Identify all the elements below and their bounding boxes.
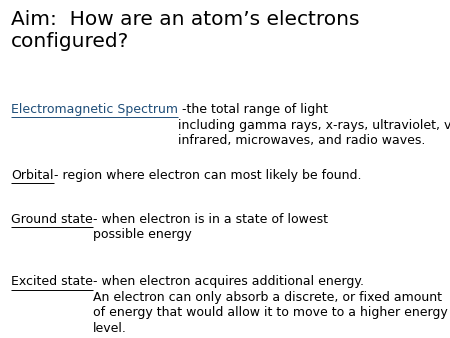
Text: - region where electron can most likely be found.: - region where electron can most likely … — [54, 169, 361, 182]
Text: Excited state: Excited state — [11, 275, 93, 288]
Text: -the total range of light
including gamma rays, x-rays, ultraviolet, visible,
in: -the total range of light including gamm… — [178, 103, 450, 147]
Text: - when electron acquires additional energy.
An electron can only absorb a discre: - when electron acquires additional ener… — [93, 275, 448, 335]
Text: - when electron is in a state of lowest
possible energy: - when electron is in a state of lowest … — [93, 213, 328, 241]
Text: Ground state: Ground state — [11, 213, 93, 226]
Text: Aim:  How are an atom’s electrons
configured?: Aim: How are an atom’s electrons configu… — [11, 10, 360, 51]
Text: Orbital: Orbital — [11, 169, 54, 182]
Text: Electromagnetic Spectrum: Electromagnetic Spectrum — [11, 103, 178, 116]
